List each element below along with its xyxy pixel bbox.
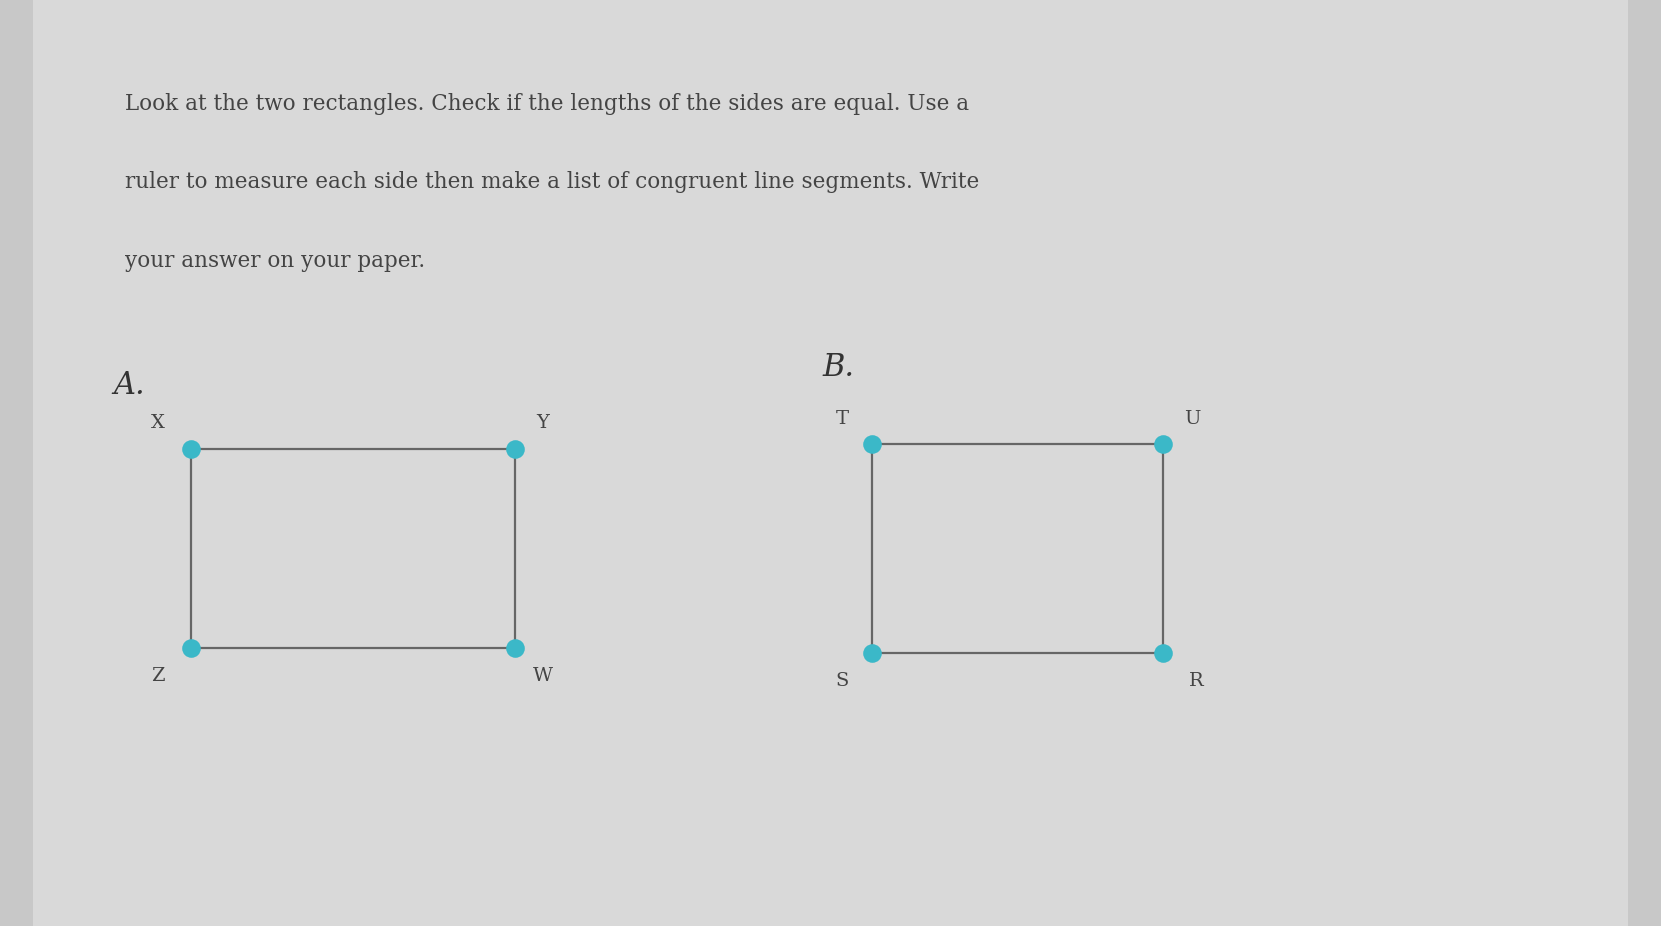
- Point: [178, 442, 204, 457]
- Text: W: W: [533, 667, 553, 685]
- Text: Z: Z: [151, 667, 164, 685]
- Text: your answer on your paper.: your answer on your paper.: [125, 250, 425, 272]
- Point: [1149, 437, 1176, 452]
- Text: Look at the two rectangles. Check if the lengths of the sides are equal. Use a: Look at the two rectangles. Check if the…: [125, 93, 968, 115]
- Text: A.: A.: [113, 370, 145, 401]
- Point: [502, 442, 528, 457]
- Point: [1149, 645, 1176, 660]
- Point: [859, 437, 885, 452]
- Text: R: R: [1189, 671, 1203, 690]
- Text: ruler to measure each side then make a list of congruent line segments. Write: ruler to measure each side then make a l…: [125, 171, 978, 194]
- Point: [178, 641, 204, 656]
- Text: B.: B.: [822, 352, 854, 382]
- Point: [502, 641, 528, 656]
- Point: [859, 645, 885, 660]
- Bar: [191, 449, 515, 648]
- Text: T: T: [835, 409, 849, 428]
- Text: Y: Y: [537, 414, 550, 432]
- Text: X: X: [151, 414, 164, 432]
- Text: S: S: [835, 671, 849, 690]
- Text: U: U: [1184, 409, 1201, 428]
- Bar: [872, 444, 1163, 653]
